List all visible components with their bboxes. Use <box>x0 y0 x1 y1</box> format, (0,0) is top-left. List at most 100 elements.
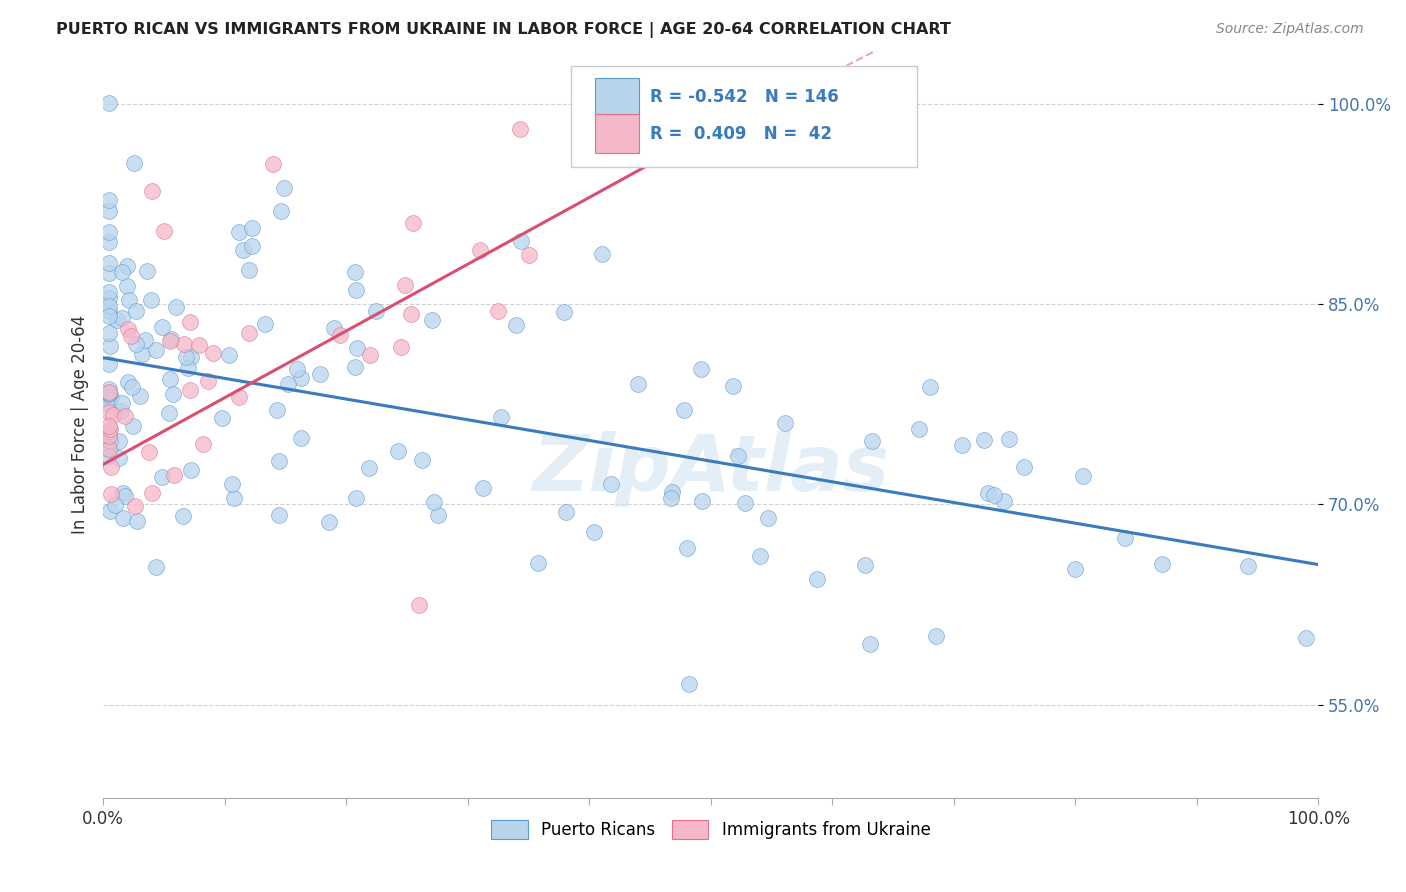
Point <box>121 380 143 394</box>
Point <box>173 336 195 351</box>
Point <box>98 397 121 411</box>
Point <box>98 382 121 396</box>
Point <box>228 225 250 239</box>
Point <box>329 327 352 342</box>
Point <box>108 434 131 448</box>
Point <box>773 416 796 430</box>
Point <box>141 184 163 198</box>
Point <box>98 256 121 270</box>
Point <box>638 130 661 145</box>
Point <box>135 264 157 278</box>
Point <box>1071 468 1094 483</box>
Point <box>172 509 194 524</box>
Point <box>408 598 430 612</box>
Point <box>318 515 340 529</box>
Point <box>519 248 541 262</box>
Point <box>98 267 121 281</box>
Point <box>117 376 139 390</box>
Point <box>489 410 512 425</box>
Point <box>98 299 121 313</box>
Point <box>554 505 576 519</box>
Point <box>411 453 433 467</box>
Point <box>734 496 756 510</box>
Point <box>124 500 146 514</box>
Point <box>98 424 121 438</box>
Point <box>150 469 173 483</box>
Point <box>117 259 139 273</box>
Point <box>98 449 121 463</box>
Point <box>423 495 446 509</box>
Point <box>394 278 416 293</box>
Point <box>131 347 153 361</box>
Point <box>228 390 250 404</box>
Point <box>165 301 187 315</box>
Point <box>98 291 121 305</box>
Point <box>117 322 139 336</box>
Point <box>177 360 200 375</box>
Point <box>105 313 128 327</box>
Point <box>114 489 136 503</box>
Point <box>111 310 134 325</box>
Point <box>920 380 942 394</box>
Point <box>120 329 142 343</box>
Point <box>232 244 254 258</box>
Point <box>600 476 623 491</box>
Point <box>100 487 122 501</box>
Text: R = -0.542   N = 146: R = -0.542 N = 146 <box>650 88 839 106</box>
Point <box>98 386 121 401</box>
Point <box>125 515 148 529</box>
Point <box>468 243 491 257</box>
Point <box>924 629 946 643</box>
Point <box>426 508 449 523</box>
Point <box>153 224 176 238</box>
Point <box>134 333 156 347</box>
Point <box>285 361 308 376</box>
Point <box>582 524 605 539</box>
Point <box>111 396 134 410</box>
Point <box>806 572 828 586</box>
Point <box>659 491 682 506</box>
Point <box>505 318 527 333</box>
Point <box>672 403 695 417</box>
Point <box>486 304 509 318</box>
Point <box>104 498 127 512</box>
Point <box>98 419 121 434</box>
Point <box>98 204 121 219</box>
Point <box>103 408 125 422</box>
Point <box>98 422 121 436</box>
Point <box>692 494 714 508</box>
Point <box>238 326 260 340</box>
Point <box>399 308 422 322</box>
Point <box>240 239 263 253</box>
Point <box>150 320 173 334</box>
Point <box>387 444 409 458</box>
FancyBboxPatch shape <box>595 114 638 153</box>
Point <box>111 511 134 525</box>
Point <box>138 445 160 459</box>
Point <box>721 379 744 393</box>
Point <box>269 508 291 522</box>
Point <box>273 180 295 194</box>
Point <box>162 387 184 401</box>
Point <box>238 263 260 277</box>
Point <box>98 358 121 372</box>
Point <box>308 368 330 382</box>
Point <box>124 303 146 318</box>
Point <box>124 156 146 170</box>
Point <box>983 488 1005 502</box>
Point <box>678 677 700 691</box>
Point <box>950 438 973 452</box>
Point <box>112 486 135 500</box>
Point <box>98 235 121 250</box>
Point <box>118 293 141 307</box>
Point <box>420 313 443 327</box>
Text: Source: ZipAtlas.com: Source: ZipAtlas.com <box>1216 22 1364 37</box>
Point <box>402 216 425 230</box>
Point <box>98 429 121 443</box>
Point <box>98 386 121 401</box>
Point <box>346 341 368 355</box>
Point <box>108 451 131 466</box>
Point <box>125 337 148 351</box>
Point <box>240 221 263 235</box>
Point <box>139 293 162 307</box>
